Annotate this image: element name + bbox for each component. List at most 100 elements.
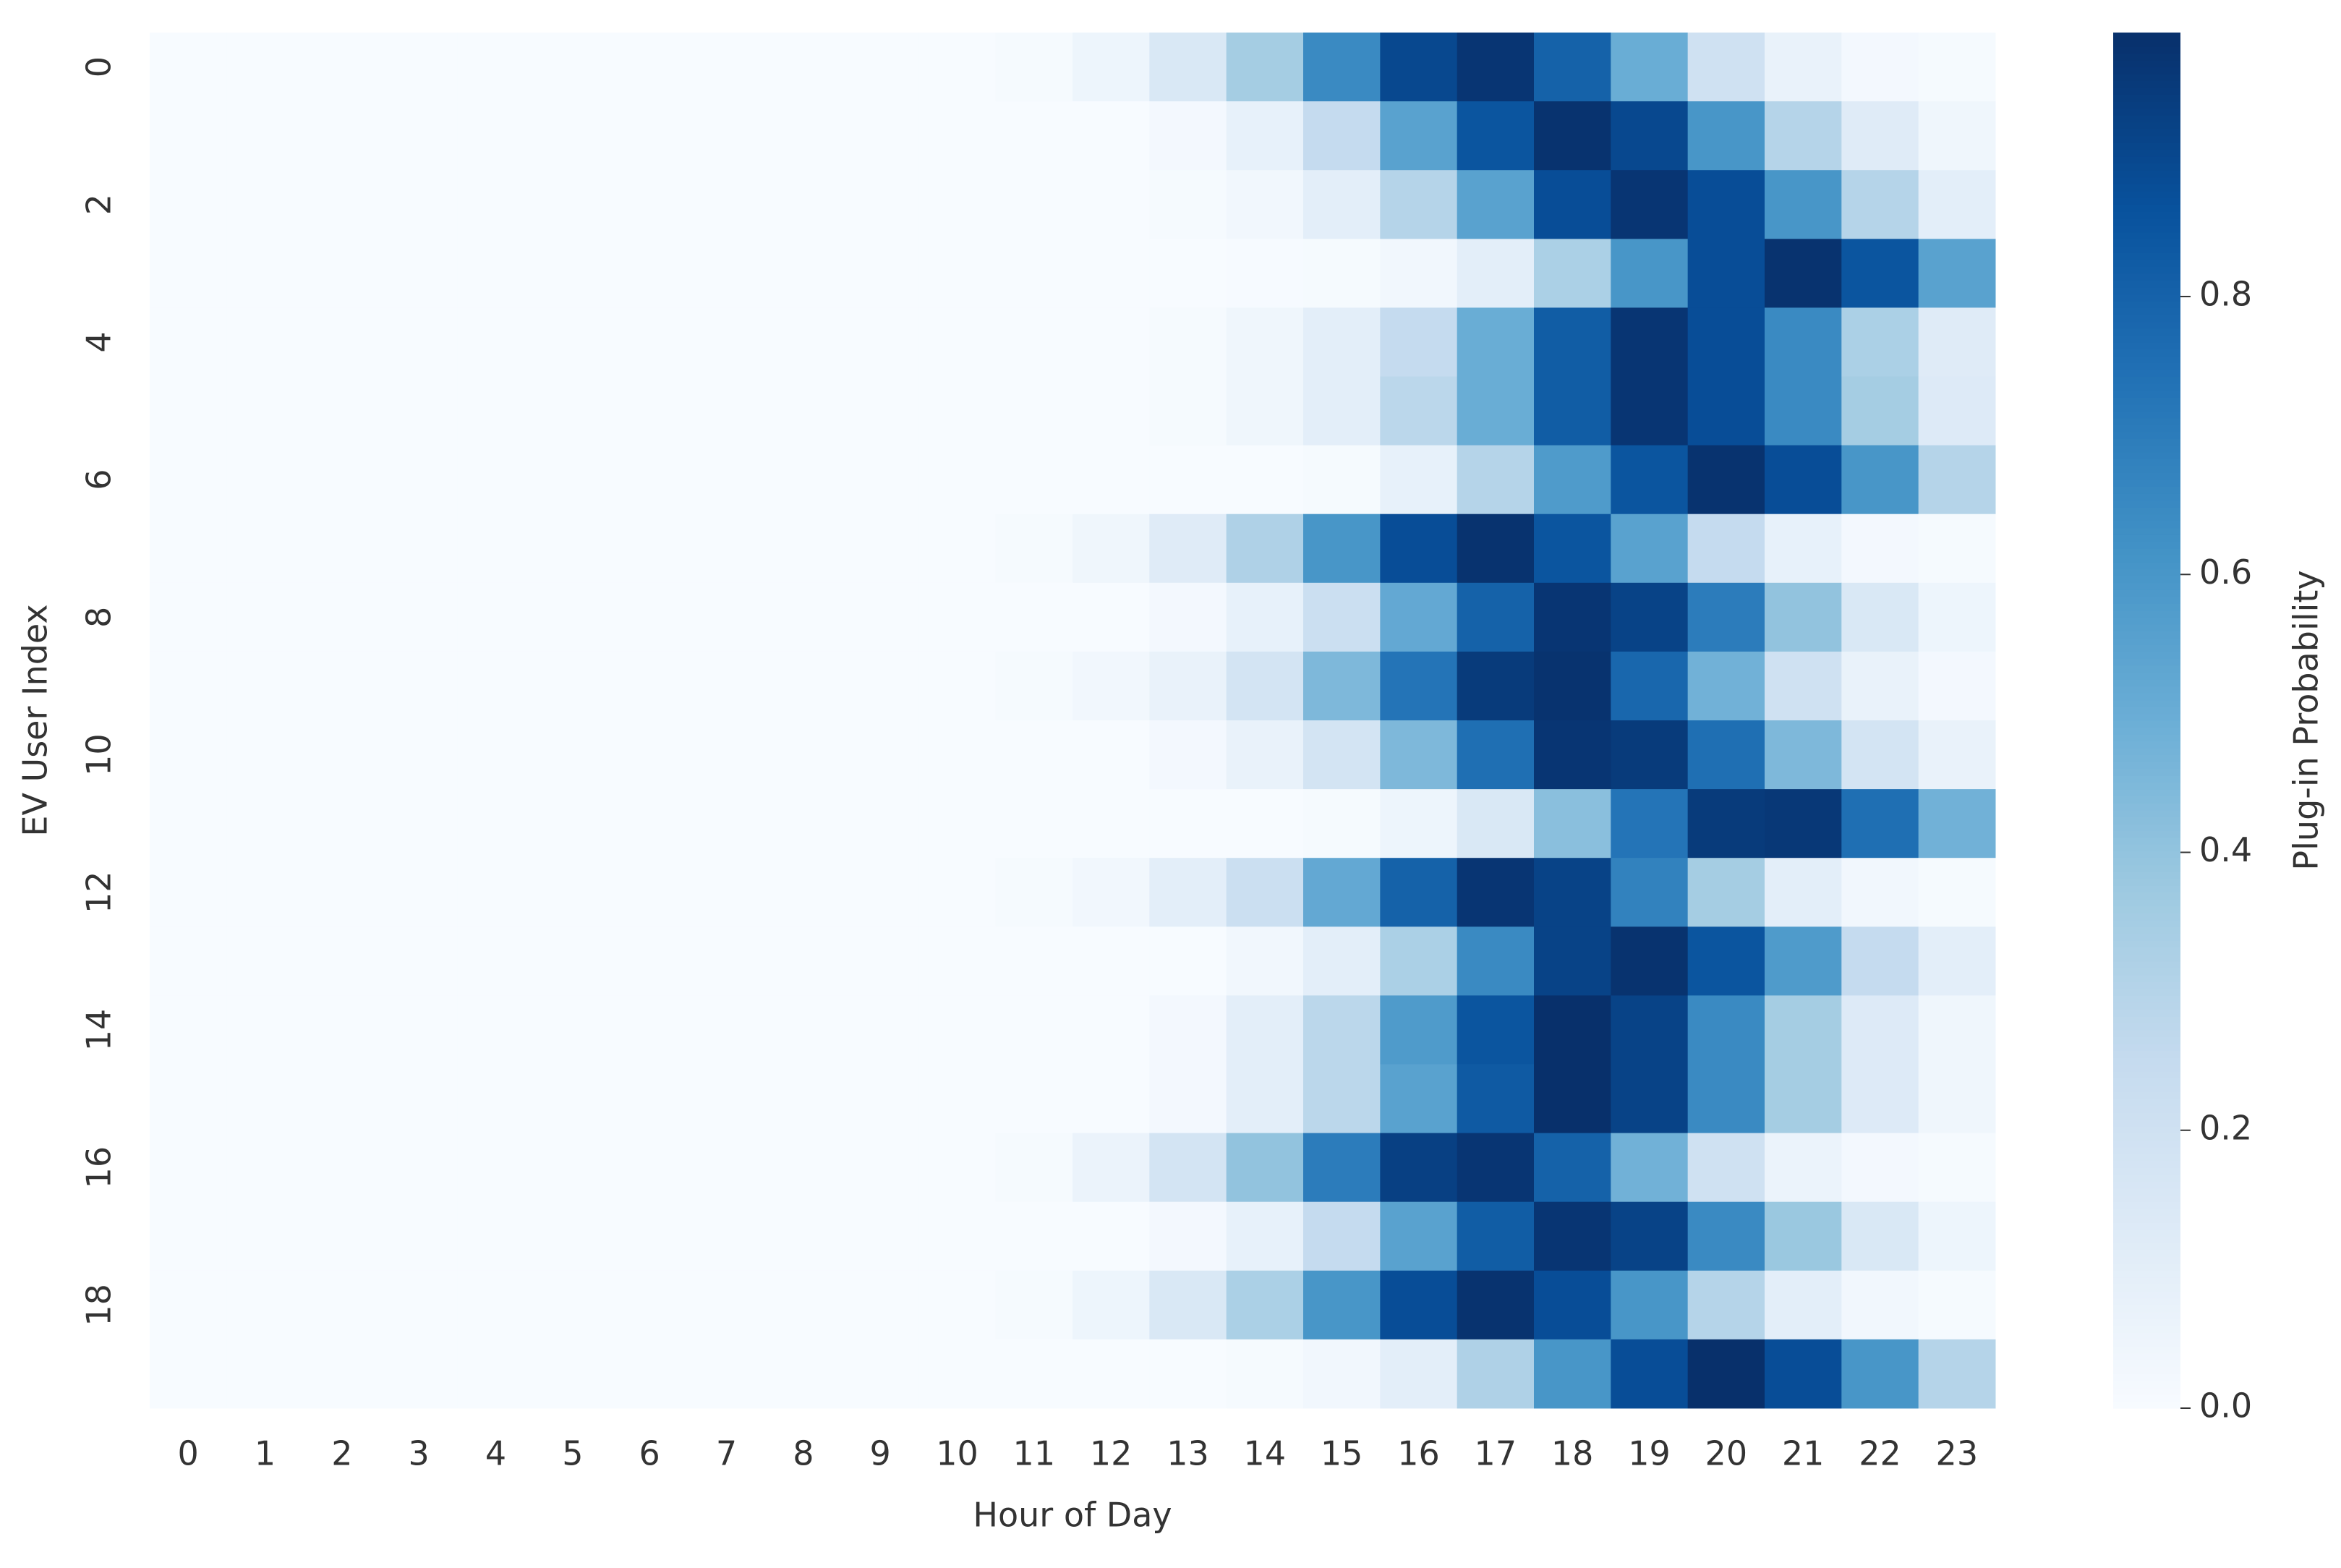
colorbar-segment xyxy=(2113,286,2180,294)
colorbar-segment xyxy=(2113,919,2180,927)
heatmap-cell xyxy=(1380,926,1458,996)
colorbar-segment xyxy=(2113,1029,2180,1038)
heatmap-cell xyxy=(1380,789,1458,858)
heatmap-cell xyxy=(918,995,997,1065)
colorbar-segment xyxy=(2113,431,2180,439)
colorbar-segment xyxy=(2113,995,2180,1003)
heatmap-cell xyxy=(1687,926,1765,996)
heatmap-cell xyxy=(534,514,612,584)
colorbar-segment xyxy=(2113,568,2180,576)
heatmap-cell xyxy=(1226,582,1304,652)
heatmap-cell xyxy=(842,376,919,446)
heatmap-cell xyxy=(1687,789,1765,858)
heatmap-cell xyxy=(1457,239,1535,308)
heatmap-cell xyxy=(1303,1201,1381,1271)
colorbar-segment xyxy=(2113,960,2180,968)
heatmap-cell xyxy=(1918,582,1996,652)
colorbar-segment xyxy=(2113,328,2180,336)
heatmap-cell xyxy=(1765,1064,1842,1134)
heatmap-cell xyxy=(226,789,304,858)
heatmap-cell xyxy=(303,651,381,721)
heatmap-cell xyxy=(226,1270,304,1340)
colorbar-segment xyxy=(2113,493,2180,501)
heatmap-cell xyxy=(1765,376,1842,446)
heatmap-cell xyxy=(457,1270,535,1340)
colorbar-segment xyxy=(2113,1133,2180,1141)
colorbar-segment xyxy=(2113,239,2180,247)
heatmap-cell xyxy=(688,170,766,239)
heatmap-cell xyxy=(1534,445,1611,515)
colorbar-segment xyxy=(2113,225,2180,233)
heatmap-cell xyxy=(1226,1064,1304,1134)
colorbar-segment xyxy=(2113,184,2180,192)
heatmap-cell xyxy=(688,1064,766,1134)
colorbar-segment xyxy=(2113,1002,2180,1010)
heatmap-cell xyxy=(995,858,1073,927)
colorbar-segment xyxy=(2113,411,2180,419)
x-tick-label: 15 xyxy=(1321,1434,1363,1473)
heatmap-cell xyxy=(1226,170,1304,239)
heatmap-cell xyxy=(918,307,997,377)
heatmap-cell xyxy=(303,514,381,584)
heatmap-cell xyxy=(1149,170,1227,239)
heatmap-cell xyxy=(1841,376,1919,446)
heatmap-cell xyxy=(764,1339,843,1409)
colorbar-segment xyxy=(2113,108,2180,116)
colorbar-segment xyxy=(2113,596,2180,604)
colorbar-segment xyxy=(2113,796,2180,804)
heatmap-cell xyxy=(226,858,304,927)
heatmap-cell xyxy=(611,239,688,308)
colorbar-segment xyxy=(2113,218,2180,226)
heatmap-cell xyxy=(1303,1133,1381,1203)
colorbar-segment xyxy=(2113,46,2180,54)
colorbar-segment xyxy=(2113,789,2180,797)
colorbar-segment xyxy=(2113,480,2180,487)
heatmap-cell xyxy=(1611,1339,1689,1409)
heatmap-cell xyxy=(226,926,304,996)
heatmap-cell xyxy=(1687,445,1765,515)
heatmap-cell xyxy=(303,926,381,996)
heatmap-cell xyxy=(534,1133,612,1203)
heatmap-cell xyxy=(1611,1270,1689,1340)
colorbar-segment xyxy=(2113,300,2180,308)
heatmap-cell xyxy=(1303,445,1381,515)
colorbar-segment xyxy=(2113,754,2180,762)
heatmap-cell xyxy=(1073,995,1150,1065)
colorbar-segment xyxy=(2113,727,2180,735)
heatmap-cell xyxy=(457,307,535,377)
heatmap-cell xyxy=(1457,1133,1535,1203)
heatmap-cell xyxy=(1918,789,1996,858)
colorbar-segment xyxy=(2113,878,2180,886)
heatmap-cell xyxy=(1226,858,1304,927)
heatmap-cell xyxy=(1765,101,1842,171)
heatmap-cell xyxy=(611,651,688,721)
heatmap-cell xyxy=(1687,33,1765,102)
heatmap-cell xyxy=(688,307,766,377)
colorbar-segment xyxy=(2113,1250,2180,1258)
colorbar-segment xyxy=(2113,899,2180,907)
colorbar-segment xyxy=(2113,266,2180,274)
heatmap-cell xyxy=(1149,101,1227,171)
heatmap-cell xyxy=(1841,33,1919,102)
colorbar-segment xyxy=(2113,541,2180,549)
colorbar-segment xyxy=(2113,438,2180,446)
heatmap-cell xyxy=(150,239,227,308)
heatmap-cell xyxy=(457,651,535,721)
colorbar-segment xyxy=(2113,142,2180,150)
heatmap-cell xyxy=(918,239,997,308)
heatmap-cell xyxy=(688,995,766,1065)
heatmap-cell xyxy=(380,33,458,102)
heatmap-cell xyxy=(150,101,227,171)
colorbar-segment xyxy=(2113,741,2180,749)
colorbar-segment xyxy=(2113,981,2180,989)
heatmap-cell xyxy=(1611,720,1689,790)
heatmap-cell xyxy=(226,582,304,652)
heatmap-cell xyxy=(611,995,688,1065)
heatmap-cell xyxy=(764,239,843,308)
colorbar-segment xyxy=(2113,527,2180,535)
heatmap-cell xyxy=(380,926,458,996)
heatmap-cell xyxy=(150,789,227,858)
heatmap-cell xyxy=(1918,445,1996,515)
heatmap-cell xyxy=(842,514,919,584)
heatmap-cell xyxy=(1918,514,1996,584)
